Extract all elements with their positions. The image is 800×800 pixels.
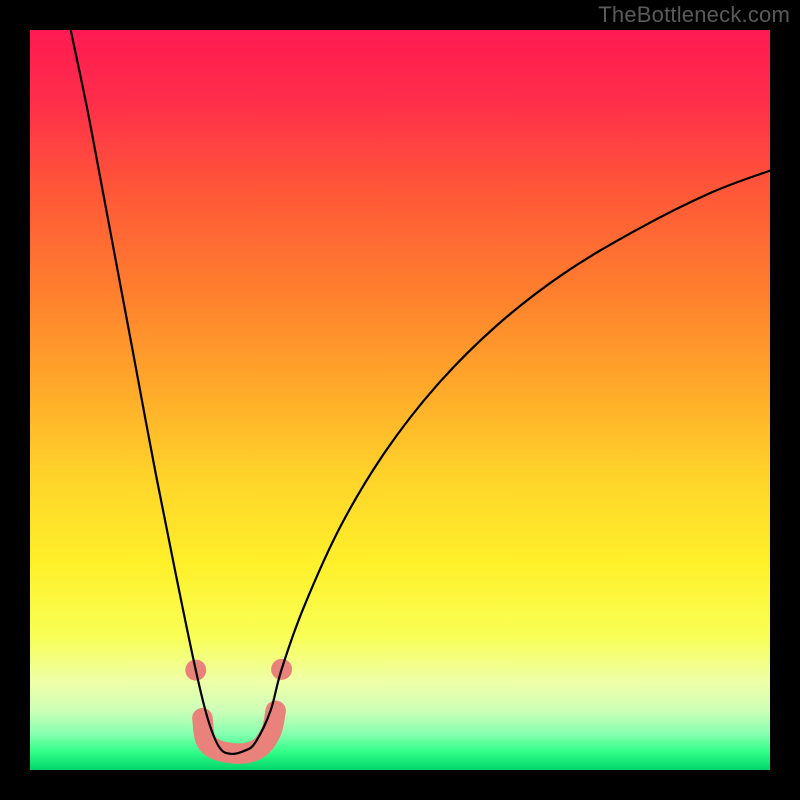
figure-root: TheBottleneck.com	[0, 0, 800, 800]
chart-svg	[30, 30, 770, 770]
marker-group	[185, 659, 292, 754]
watermark-text: TheBottleneck.com	[598, 2, 790, 28]
marker-bridge	[202, 711, 275, 754]
plot-area	[30, 30, 770, 770]
bottleneck-curve	[71, 30, 770, 754]
